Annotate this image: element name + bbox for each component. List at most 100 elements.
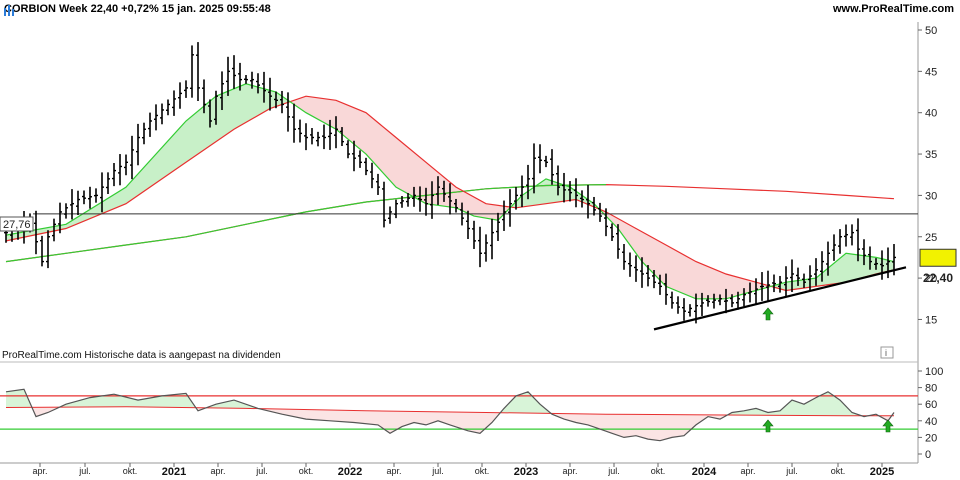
rsi-fill-segment: [570, 413, 576, 423]
price-bar: [886, 247, 890, 279]
price-bar: [754, 278, 758, 305]
rsi-y-tick-label: 60: [925, 399, 937, 411]
x-tick-label: apr.: [562, 466, 577, 476]
price-bar: [712, 293, 716, 309]
rsi-fill-segment: [174, 394, 180, 408]
price-y-tick-label: 45: [925, 66, 937, 78]
rsi-fill-segment: [816, 394, 822, 416]
rsi-fill-segment: [102, 395, 108, 407]
x-tick-label: 2021: [162, 466, 186, 478]
ma-fill-segment: [546, 178, 552, 204]
ma-fill-segment: [264, 88, 270, 112]
rsi-fill-segment: [282, 409, 288, 416]
ma-fill-segment: [678, 251, 684, 294]
ma-fill-segment: [516, 195, 522, 208]
ma-fill-segment: [522, 191, 528, 207]
rsi-signal-arrows: [762, 419, 894, 433]
price-bar: [196, 42, 200, 102]
x-tick-label: okt.: [475, 466, 490, 476]
ma-fill-segment: [534, 183, 540, 206]
ma-fill-segment: [468, 193, 474, 217]
rsi-fill-segment: [354, 410, 360, 424]
rsi-fill-segment: [402, 411, 408, 427]
info-icon[interactable]: [880, 346, 894, 359]
ma-fill-segment: [804, 278, 810, 288]
rsi-fill-segment: [462, 412, 468, 431]
price-bar: [826, 241, 830, 276]
rsi-y-tick-label: 40: [925, 416, 937, 428]
price-bar: [202, 79, 206, 114]
price-y-tick-label: 15: [925, 314, 937, 326]
x-tick-label: jul.: [78, 466, 91, 476]
price-bar: [646, 265, 650, 287]
ma-fill-segment: [672, 248, 678, 292]
prorealtime-logo: [4, 5, 14, 16]
price-bar: [178, 82, 182, 109]
source-url[interactable]: www.ProRealTime.com: [832, 3, 954, 15]
ma-fill-segment: [888, 260, 894, 272]
rsi-fill-segment: [834, 395, 840, 416]
rsi-fill-segment: [480, 412, 486, 434]
price-bar: [52, 218, 56, 242]
price-bar: [814, 258, 818, 286]
ma-fill-segment: [732, 275, 738, 298]
ma-fill-segment: [78, 213, 84, 224]
price-bar: [424, 187, 428, 216]
rsi-fill-segment: [186, 393, 192, 408]
rsi-fill-segment: [822, 391, 828, 416]
ma-fill-segment: [564, 185, 570, 202]
rsi-fill-segment: [468, 412, 474, 432]
ma-fill-segment: [192, 111, 198, 159]
x-tick-label: jul.: [607, 466, 620, 476]
price-bar: [538, 144, 542, 174]
price-bar: [688, 304, 692, 317]
rsi-fill-segment: [114, 394, 120, 407]
rsi-fill-segment: [516, 393, 522, 413]
price-bar: [130, 135, 134, 180]
ma-fill-segment: [372, 117, 378, 168]
rsi-fill-segment: [132, 398, 138, 407]
ma-fill-segment: [132, 173, 138, 200]
price-bar: [442, 180, 446, 202]
price-bar: [220, 71, 224, 111]
ma-fill-segment: [744, 278, 750, 294]
x-tick-label: 2022: [338, 466, 362, 478]
rsi-fill-segment: [90, 396, 96, 407]
ma-fill-segment: [618, 218, 624, 237]
ma-fill-segment: [708, 266, 714, 299]
price-bar: [448, 183, 452, 215]
rsi-fill-segment: [366, 410, 372, 425]
rsi-fill-segment: [150, 396, 156, 408]
price-bar: [112, 163, 116, 187]
rsi-fill-segment: [666, 414, 672, 440]
price-bar: [730, 294, 734, 308]
price-bar: [484, 234, 488, 262]
rsi-fill-segment: [804, 400, 810, 416]
price-bar: [376, 173, 380, 195]
ma-fill-segment: [738, 277, 744, 296]
rsi-fill-segment: [288, 409, 294, 417]
ma-fill-segment: [24, 230, 30, 238]
price-bar: [394, 199, 398, 219]
rsi-fill-segment: [636, 414, 642, 438]
price-bar: [88, 186, 92, 209]
rsi-fill-segment: [414, 411, 420, 424]
ma-fill-segment: [144, 160, 150, 192]
ma-fill-segment: [462, 190, 468, 214]
rsi-fill-segment: [126, 397, 132, 407]
ma-fill-segment: [726, 274, 732, 299]
rsi-fill-segment: [312, 409, 318, 420]
ma-fill-segment: [222, 91, 228, 138]
ma-fill-segment: [258, 87, 264, 116]
price-bar: [160, 103, 164, 125]
ma-fill-segment: [864, 255, 870, 278]
ma-fill-segment: [186, 116, 192, 163]
rsi-fill-segment: [678, 414, 684, 437]
price-bar: [400, 196, 404, 208]
ma-fill-segment: [690, 258, 696, 299]
x-tick-label: jul.: [785, 466, 798, 476]
price-bar: [802, 273, 806, 288]
x-axis-ticks: apr. jul. okt. 2021 apr. jul. okt. 2022 apr. jul.…: [32, 463, 894, 478]
price-bar: [382, 181, 386, 228]
